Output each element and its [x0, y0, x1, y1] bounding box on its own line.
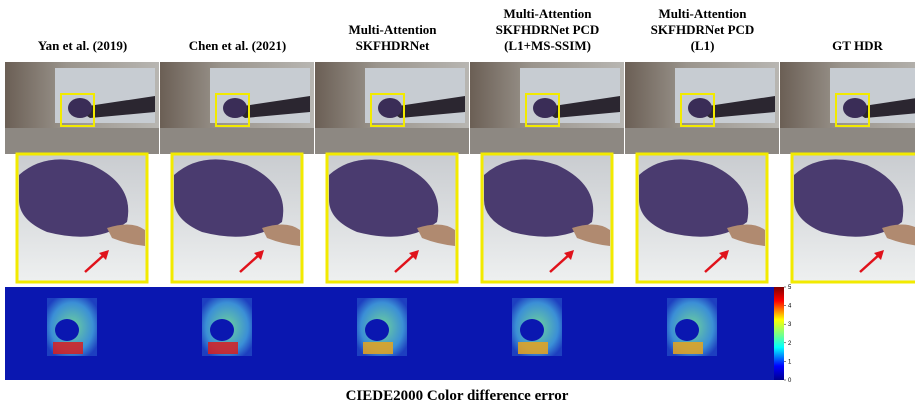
wall: [780, 128, 915, 154]
zoom-image: [17, 154, 147, 282]
zoom-image: [482, 154, 612, 282]
colorbar-tick-label: 0: [788, 378, 792, 384]
error-map: [160, 287, 315, 380]
column-header: Yan et al. (2019): [38, 38, 128, 53]
colorbar-tick-label: 2: [788, 341, 792, 347]
error-hole: [520, 319, 544, 341]
wall: [315, 128, 469, 154]
column-header: SKFHDRNet: [356, 38, 430, 53]
column-header: SKFHDRNet PCD: [496, 22, 600, 37]
colorbar: [774, 287, 784, 380]
error-map: [470, 287, 625, 380]
wall: [470, 128, 624, 154]
overview-image: [470, 62, 624, 154]
balloon: [378, 98, 402, 118]
zoom-image: [327, 154, 457, 282]
error-map: [315, 287, 470, 380]
wall: [5, 128, 159, 154]
column-header: Chen et al. (2021): [189, 38, 287, 53]
error-map: [625, 287, 780, 380]
zoom-image: [792, 154, 915, 282]
balloon: [533, 98, 557, 118]
wall: [160, 128, 314, 154]
error-hole: [210, 319, 234, 341]
zoom-image: [172, 154, 302, 282]
overview-image: [160, 62, 314, 154]
figure: CIEDE2000 Color difference error Yan et …: [0, 0, 915, 412]
error-hole: [365, 319, 389, 341]
colorbar-tick-label: 3: [788, 322, 792, 328]
column-header: Multi-Attention: [658, 6, 747, 21]
overview-image: [780, 62, 915, 154]
error-hole: [55, 319, 79, 341]
column-header: (L1+MS-SSIM): [504, 38, 591, 53]
balloon: [688, 98, 712, 118]
column-header: Multi-Attention: [348, 22, 437, 37]
colorbar-tick-label: 5: [788, 285, 792, 291]
error-hot: [363, 342, 393, 354]
error-hot: [673, 342, 703, 354]
error-hot: [208, 342, 238, 354]
balloon: [843, 98, 867, 118]
error-hot: [518, 342, 548, 354]
colorbar-tick-label: 1: [788, 359, 792, 365]
column-header: (L1): [691, 38, 715, 53]
overview-image: [315, 62, 469, 154]
error-hot: [53, 342, 83, 354]
colorbar-tick-label: 4: [788, 304, 792, 310]
error-hole: [675, 319, 699, 341]
column-header: SKFHDRNet PCD: [651, 22, 755, 37]
balloon: [68, 98, 92, 118]
balloon: [223, 98, 247, 118]
zoom-image: [637, 154, 767, 282]
overview-image: [625, 62, 779, 154]
column-header: GT HDR: [832, 38, 883, 53]
wall: [625, 128, 779, 154]
column-header: Multi-Attention: [503, 6, 592, 21]
overview-image: [5, 62, 159, 154]
caption: CIEDE2000 Color difference error: [346, 388, 569, 404]
error-map: [5, 287, 160, 380]
